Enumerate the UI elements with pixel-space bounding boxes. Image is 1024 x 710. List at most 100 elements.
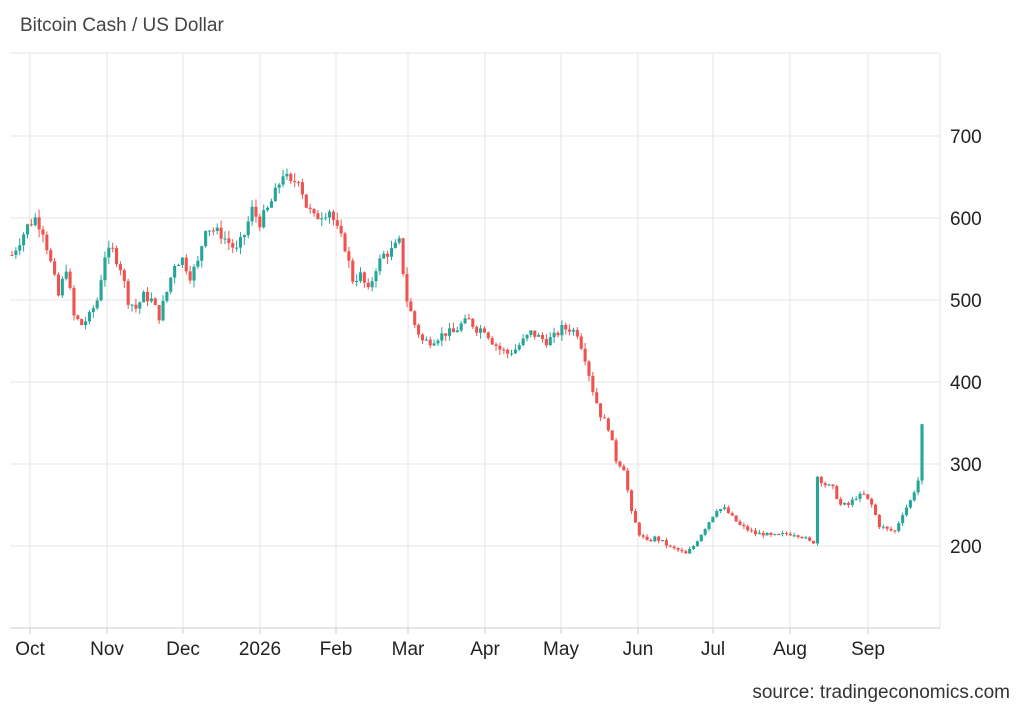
candle-body — [591, 375, 595, 393]
candle-body — [525, 334, 529, 339]
candle-body — [173, 265, 177, 278]
candle-body — [149, 298, 153, 302]
candle-body — [703, 529, 707, 535]
candle-body — [107, 247, 111, 258]
candle-body — [266, 207, 270, 211]
y-tick-label: 200 — [950, 537, 982, 558]
candle-body — [610, 430, 614, 441]
candle-body — [223, 238, 227, 240]
candle-body — [699, 534, 703, 542]
candle-body — [254, 206, 258, 217]
candle-body — [339, 225, 343, 234]
candle-body — [777, 533, 781, 535]
candle-body — [475, 326, 479, 333]
candle-body — [707, 522, 711, 530]
candle-body — [897, 523, 901, 531]
candle-body — [877, 514, 881, 528]
candle-body — [25, 224, 30, 235]
candle-body — [843, 502, 847, 505]
candle-body — [637, 522, 641, 536]
candle-body — [730, 513, 734, 516]
candle-body — [722, 507, 727, 510]
candle-body — [207, 230, 212, 232]
candle-body — [60, 278, 64, 296]
candle-body — [746, 526, 750, 531]
candle-body — [180, 257, 184, 265]
candle-body — [393, 242, 397, 249]
candle-body — [784, 533, 789, 535]
candle-body — [529, 330, 533, 335]
candle-body — [304, 194, 308, 208]
candle-body — [544, 338, 548, 346]
candle-body — [87, 312, 91, 322]
candle-body — [521, 338, 525, 346]
candle-body — [347, 251, 351, 261]
x-tick-label: Nov — [90, 639, 124, 660]
candle-body — [64, 271, 68, 279]
candle-body — [192, 266, 196, 281]
candle-body — [568, 329, 572, 332]
candle-body — [688, 548, 692, 554]
candle-body — [819, 476, 823, 484]
candle-body — [157, 305, 161, 321]
candle-body — [215, 227, 219, 231]
candle-body — [695, 541, 699, 547]
candle-body — [459, 323, 463, 331]
candle-body — [804, 537, 808, 539]
candle-body — [726, 507, 730, 514]
candle-body — [327, 211, 332, 218]
candle-body — [184, 257, 188, 272]
chart-title: Bitcoin Cash / US Dollar — [20, 15, 224, 36]
candle-body — [56, 274, 61, 296]
candle-body — [641, 535, 645, 537]
candle-body — [606, 418, 610, 431]
candle-body — [719, 509, 723, 512]
candle-body — [885, 526, 889, 529]
candle-body — [324, 217, 328, 219]
candle-body — [668, 545, 672, 547]
candle-body — [765, 532, 769, 536]
candle-body — [614, 440, 618, 462]
candle-body — [397, 238, 401, 243]
candle-body — [49, 250, 53, 262]
candle-body — [138, 302, 142, 309]
candle-body — [99, 280, 103, 301]
candle-body — [509, 353, 514, 355]
candle-body — [657, 536, 661, 541]
candle-body — [661, 540, 665, 542]
candle-body — [800, 537, 804, 539]
candle-body — [812, 540, 816, 544]
candle-body — [37, 217, 41, 230]
candle-body — [889, 528, 893, 531]
candle-body — [269, 201, 273, 208]
candle-body — [808, 537, 812, 541]
candle-body — [517, 345, 521, 350]
candle-body — [405, 273, 409, 302]
candle-body — [835, 486, 839, 500]
candle-body — [633, 511, 637, 523]
candle-body — [351, 260, 355, 282]
candle-body — [382, 253, 386, 259]
candle-body — [80, 319, 84, 326]
candle-body — [649, 540, 653, 542]
candle-body — [169, 277, 173, 292]
x-tick-label: Apr — [470, 639, 500, 660]
candle-body — [444, 333, 448, 336]
candle-body — [788, 533, 792, 536]
candle-body — [122, 270, 126, 282]
candle-body — [14, 250, 18, 256]
candle-body — [486, 332, 490, 339]
candle-body — [455, 330, 459, 333]
candle-body — [417, 324, 421, 335]
candle-body — [537, 334, 541, 337]
candle-body — [68, 271, 72, 288]
candle-body — [277, 184, 281, 188]
candle-body — [827, 484, 831, 486]
candle-body — [331, 211, 335, 221]
candle-body — [796, 535, 800, 538]
candle-body — [22, 234, 26, 246]
candle-body — [482, 328, 486, 333]
candle-body — [362, 272, 366, 283]
candle-body — [145, 291, 150, 302]
